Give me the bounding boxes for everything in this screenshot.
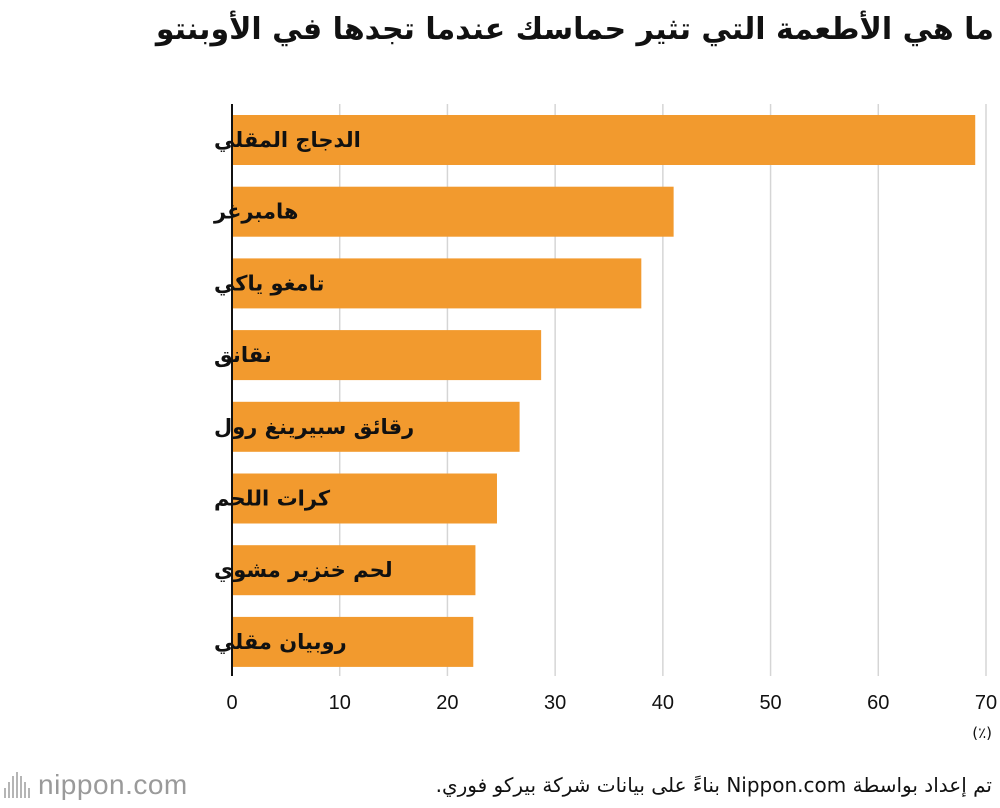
source-note: تم إعداد بواسطة Nippon.com بناءً على بيا… (435, 773, 992, 797)
logo-mark-icon (4, 772, 30, 798)
x-tick-label-20: 20 (436, 692, 458, 714)
bar-2 (232, 186, 674, 237)
category-label-5: رقائق سبيرينغ رول (214, 415, 414, 439)
category-label-3: تامغو ياكي (214, 271, 324, 295)
bar-5 (232, 401, 520, 452)
category-label-8: روبيان مقلي (214, 630, 347, 654)
bar-6 (232, 473, 497, 524)
x-tick-label-0: 0 (226, 692, 237, 714)
category-label-2: هامبرغر (213, 200, 299, 224)
bar-7 (232, 545, 476, 596)
bars (232, 115, 976, 667)
x-tick-label-70: 70 (975, 692, 997, 714)
category-label-7: لحم خنزير مشوي (214, 558, 393, 583)
category-label-1: الدجاج المقلي (214, 128, 361, 153)
x-tick-label-50: 50 (759, 692, 781, 714)
bar-8 (232, 616, 474, 667)
x-tick-labels: 0 10 20 30 40 50 60 70 (226, 692, 997, 714)
bar-3 (232, 258, 642, 309)
bar-4 (232, 330, 542, 381)
category-label-4: نقانق (214, 343, 272, 367)
logo-text: nippon.com (38, 769, 188, 800)
x-tick-label-60: 60 (867, 692, 889, 714)
x-tick-label-40: 40 (652, 692, 674, 714)
bar-1 (232, 115, 976, 165)
nippon-logo: nippon.com (4, 768, 188, 802)
category-labels: الدجاج المقلي هامبرغر تامغو ياكي نقانق رقائق… (213, 128, 414, 654)
x-axis-unit-label: (٪) (972, 724, 992, 742)
x-tick-label-30: 30 (544, 692, 566, 714)
category-label-6: كرات اللحم (214, 487, 331, 511)
x-tick-label-10: 10 (329, 692, 351, 714)
chart-title: ما هي الأطعمة التي تثير حماسك عندما تجده… (155, 12, 994, 47)
